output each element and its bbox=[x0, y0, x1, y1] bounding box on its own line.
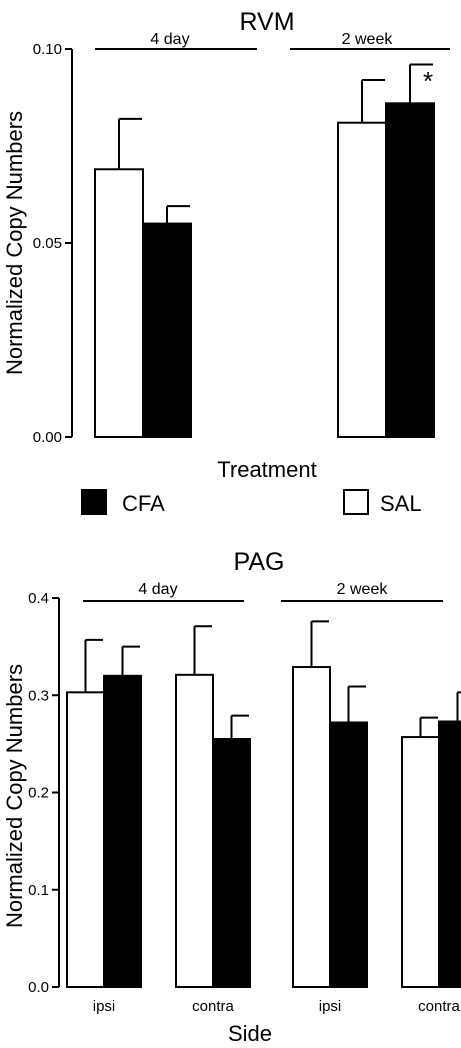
rvm-x-axis-label: Treatment bbox=[217, 457, 316, 482]
rvm-bar-cfa bbox=[142, 222, 192, 438]
pag-category-label: ipsi bbox=[319, 998, 342, 1015]
rvm-y-tick-label: 0.00 bbox=[33, 429, 62, 446]
pag-chart: PAG Normalized Copy Numbers Side 0.00.10… bbox=[2, 548, 461, 1046]
legend-swatch-cfa bbox=[81, 489, 107, 515]
legend-swatch-sal bbox=[343, 489, 369, 515]
pag-axes: 0.0 0.1 0.2 0.3 0.4 bbox=[28, 590, 60, 996]
pag-bar-sal bbox=[292, 666, 331, 988]
rvm-title: RVM bbox=[239, 8, 294, 36]
rvm-bar-sal bbox=[337, 121, 387, 438]
rvm-bar-cfa bbox=[385, 102, 435, 438]
pag-y-tick-label: 0.3 bbox=[28, 687, 49, 704]
pag-category-label: ipsi bbox=[93, 998, 116, 1015]
pag-bar-cfa bbox=[329, 721, 368, 988]
pag-bar-sal bbox=[401, 736, 440, 988]
pag-bracket-label-4-day: 4 day bbox=[138, 581, 177, 598]
pag-bar-sal bbox=[66, 691, 105, 989]
pag-bar-cfa bbox=[212, 738, 251, 989]
pag-x-axis-label: Side bbox=[228, 1021, 272, 1046]
legend-label-cfa: CFA bbox=[122, 491, 165, 516]
pag-category-labels: ipsi contra ipsi contra bbox=[93, 998, 461, 1015]
rvm-brackets: 4 day 2 week bbox=[95, 31, 450, 50]
rvm-axes: 0.00 0.05 0.10 bbox=[33, 41, 73, 446]
rvm-y-axis-label: Normalized Copy Numbers bbox=[2, 111, 27, 375]
pag-y-tick-label: 0.0 bbox=[28, 979, 49, 996]
pag-bracket-label-2-week: 2 week bbox=[337, 581, 389, 598]
pag-bar-cfa bbox=[438, 720, 461, 988]
pag-brackets: 4 day 2 week bbox=[83, 581, 443, 602]
pag-title: PAG bbox=[234, 548, 285, 576]
pag-y-tick-label: 0.4 bbox=[28, 590, 49, 607]
pag-bar-cfa bbox=[103, 674, 142, 988]
rvm-y-tick-label: 0.05 bbox=[33, 235, 62, 252]
rvm-bracket-label-4-day: 4 day bbox=[150, 31, 189, 48]
rvm-chart: RVM Normalized Copy Numbers Treatment 0.… bbox=[2, 8, 450, 482]
rvm-bars bbox=[94, 63, 435, 438]
pag-y-tick-label: 0.1 bbox=[28, 882, 49, 899]
pag-bar-sal bbox=[175, 673, 214, 988]
rvm-y-tick-label: 0.10 bbox=[33, 41, 62, 58]
legend: CFA SAL bbox=[81, 489, 422, 516]
pag-y-tick-label: 0.2 bbox=[28, 785, 49, 802]
pag-y-axis-label: Normalized Copy Numbers bbox=[2, 664, 27, 928]
pag-category-label: contra bbox=[418, 998, 460, 1015]
rvm-bar-sal bbox=[94, 168, 144, 438]
rvm-bracket-label-2-week: 2 week bbox=[342, 31, 394, 48]
rvm-significance-marker: * bbox=[423, 66, 433, 96]
pag-category-label: contra bbox=[192, 998, 234, 1015]
pag-bars bbox=[66, 620, 461, 989]
legend-label-sal: SAL bbox=[380, 491, 422, 516]
